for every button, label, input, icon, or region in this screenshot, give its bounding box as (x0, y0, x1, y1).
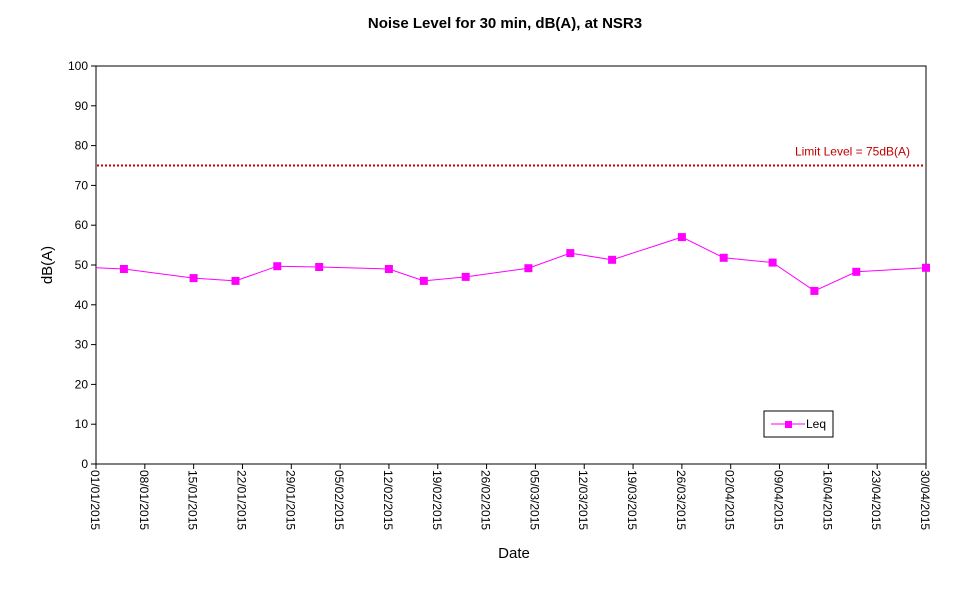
y-tick-label-90: 90 (75, 99, 89, 113)
x-tick-label-15: 16/04/2015 (820, 470, 834, 530)
legend-marker (785, 421, 792, 428)
x-tick-label-12: 26/03/2015 (674, 470, 688, 530)
y-tick-label-0: 0 (81, 457, 88, 471)
data-point-5 (384, 265, 393, 273)
y-tick-label-80: 80 (75, 139, 89, 153)
x-tick-label-11: 19/03/2015 (625, 470, 639, 530)
chart-title: Noise Level for 30 min, dB(A), at NSR3 (368, 15, 642, 32)
x-tick-label-6: 12/02/2015 (381, 470, 395, 530)
limit-line-group: Limit Level = 75dB(A) (97, 145, 925, 167)
series-layer (95, 233, 930, 295)
limit-label: Limit Level = 75dB(A) (795, 145, 910, 159)
x-tick-label-0: 01/01/2015 (88, 470, 102, 530)
data-point-4 (315, 263, 324, 271)
data-point-1 (189, 274, 198, 283)
x-tick-label-10: 12/03/2015 (576, 470, 590, 530)
x-tick-label-16: 23/04/2015 (869, 470, 883, 530)
y-axis: 0 10 20 30 40 50 60 70 80 90 100 (68, 59, 96, 471)
data-point-14 (810, 286, 819, 295)
y-tick-label-70: 70 (75, 178, 89, 192)
y-tick-label-20: 20 (75, 377, 89, 391)
y-axis-title: dB(A) (39, 246, 56, 284)
x-tick-label-14: 09/04/2015 (772, 470, 786, 530)
data-point-13 (768, 258, 777, 267)
x-axis-title: Date (498, 545, 530, 562)
data-point-16 (922, 263, 930, 272)
x-axis: 01/01/2015 08/01/2015 15/01/2015 22/01/2015… (88, 464, 932, 530)
series-line-0 (95, 236, 927, 292)
plot-area (95, 65, 927, 465)
y-tick-label-30: 30 (75, 338, 89, 352)
x-tick-label-5: 05/02/2015 (332, 470, 346, 530)
y-tick-label-60: 60 (75, 218, 89, 232)
x-tick-label-7: 19/02/2015 (430, 470, 444, 530)
data-point-2 (231, 276, 240, 285)
data-point-11 (677, 233, 686, 242)
x-tick-label-2: 15/01/2015 (186, 470, 200, 530)
data-point-6 (419, 276, 428, 285)
data-point-10 (608, 255, 617, 264)
legend-label: Leq (806, 417, 826, 431)
x-tick-label-1: 08/01/2015 (137, 470, 151, 530)
y-tick-label-100: 100 (68, 59, 88, 73)
x-tick-label-17: 30/04/2015 (918, 470, 932, 530)
data-point-7 (461, 272, 470, 281)
legend: Leq (763, 410, 834, 438)
y-tick-label-10: 10 (75, 417, 89, 431)
x-tick-label-8: 26/02/2015 (479, 470, 493, 530)
x-tick-label-4: 29/01/2015 (283, 470, 297, 530)
data-point-3 (273, 262, 282, 271)
data-point-9 (566, 249, 575, 258)
data-point-0 (119, 265, 128, 273)
y-tick-label-50: 50 (75, 258, 89, 272)
x-tick-label-13: 02/04/2015 (723, 470, 737, 530)
y-tick-label-40: 40 (75, 298, 89, 312)
x-tick-label-3: 22/01/2015 (234, 470, 248, 530)
data-point-15 (852, 267, 861, 276)
data-point-8 (524, 264, 533, 273)
data-point-12 (719, 253, 728, 262)
x-tick-label-9: 05/03/2015 (527, 470, 541, 530)
